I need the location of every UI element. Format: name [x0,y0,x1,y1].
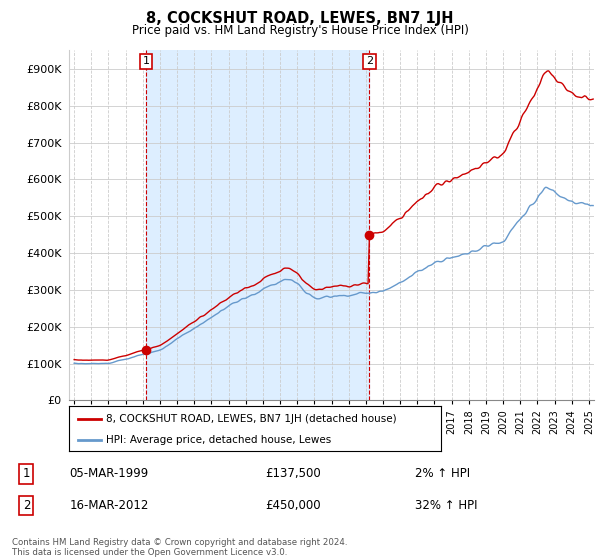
Text: Price paid vs. HM Land Registry's House Price Index (HPI): Price paid vs. HM Land Registry's House … [131,24,469,36]
Text: Contains HM Land Registry data © Crown copyright and database right 2024.
This d: Contains HM Land Registry data © Crown c… [12,538,347,557]
Text: 16-MAR-2012: 16-MAR-2012 [70,499,149,512]
Text: £450,000: £450,000 [265,499,321,512]
Text: 2% ↑ HPI: 2% ↑ HPI [415,467,470,480]
Bar [146,50,370,400]
Text: 05-MAR-1999: 05-MAR-1999 [70,467,149,480]
Text: HPI: Average price, detached house, Lewes: HPI: Average price, detached house, Lewe… [106,435,331,445]
Text: 2: 2 [23,499,30,512]
Text: £137,500: £137,500 [265,467,321,480]
Text: 1: 1 [23,467,30,480]
Text: 1: 1 [142,57,149,67]
Text: 8, COCKSHUT ROAD, LEWES, BN7 1JH (detached house): 8, COCKSHUT ROAD, LEWES, BN7 1JH (detach… [106,413,397,423]
Text: 8, COCKSHUT ROAD, LEWES, BN7 1JH: 8, COCKSHUT ROAD, LEWES, BN7 1JH [146,11,454,26]
Text: 2: 2 [366,57,373,67]
Text: 32% ↑ HPI: 32% ↑ HPI [415,499,478,512]
